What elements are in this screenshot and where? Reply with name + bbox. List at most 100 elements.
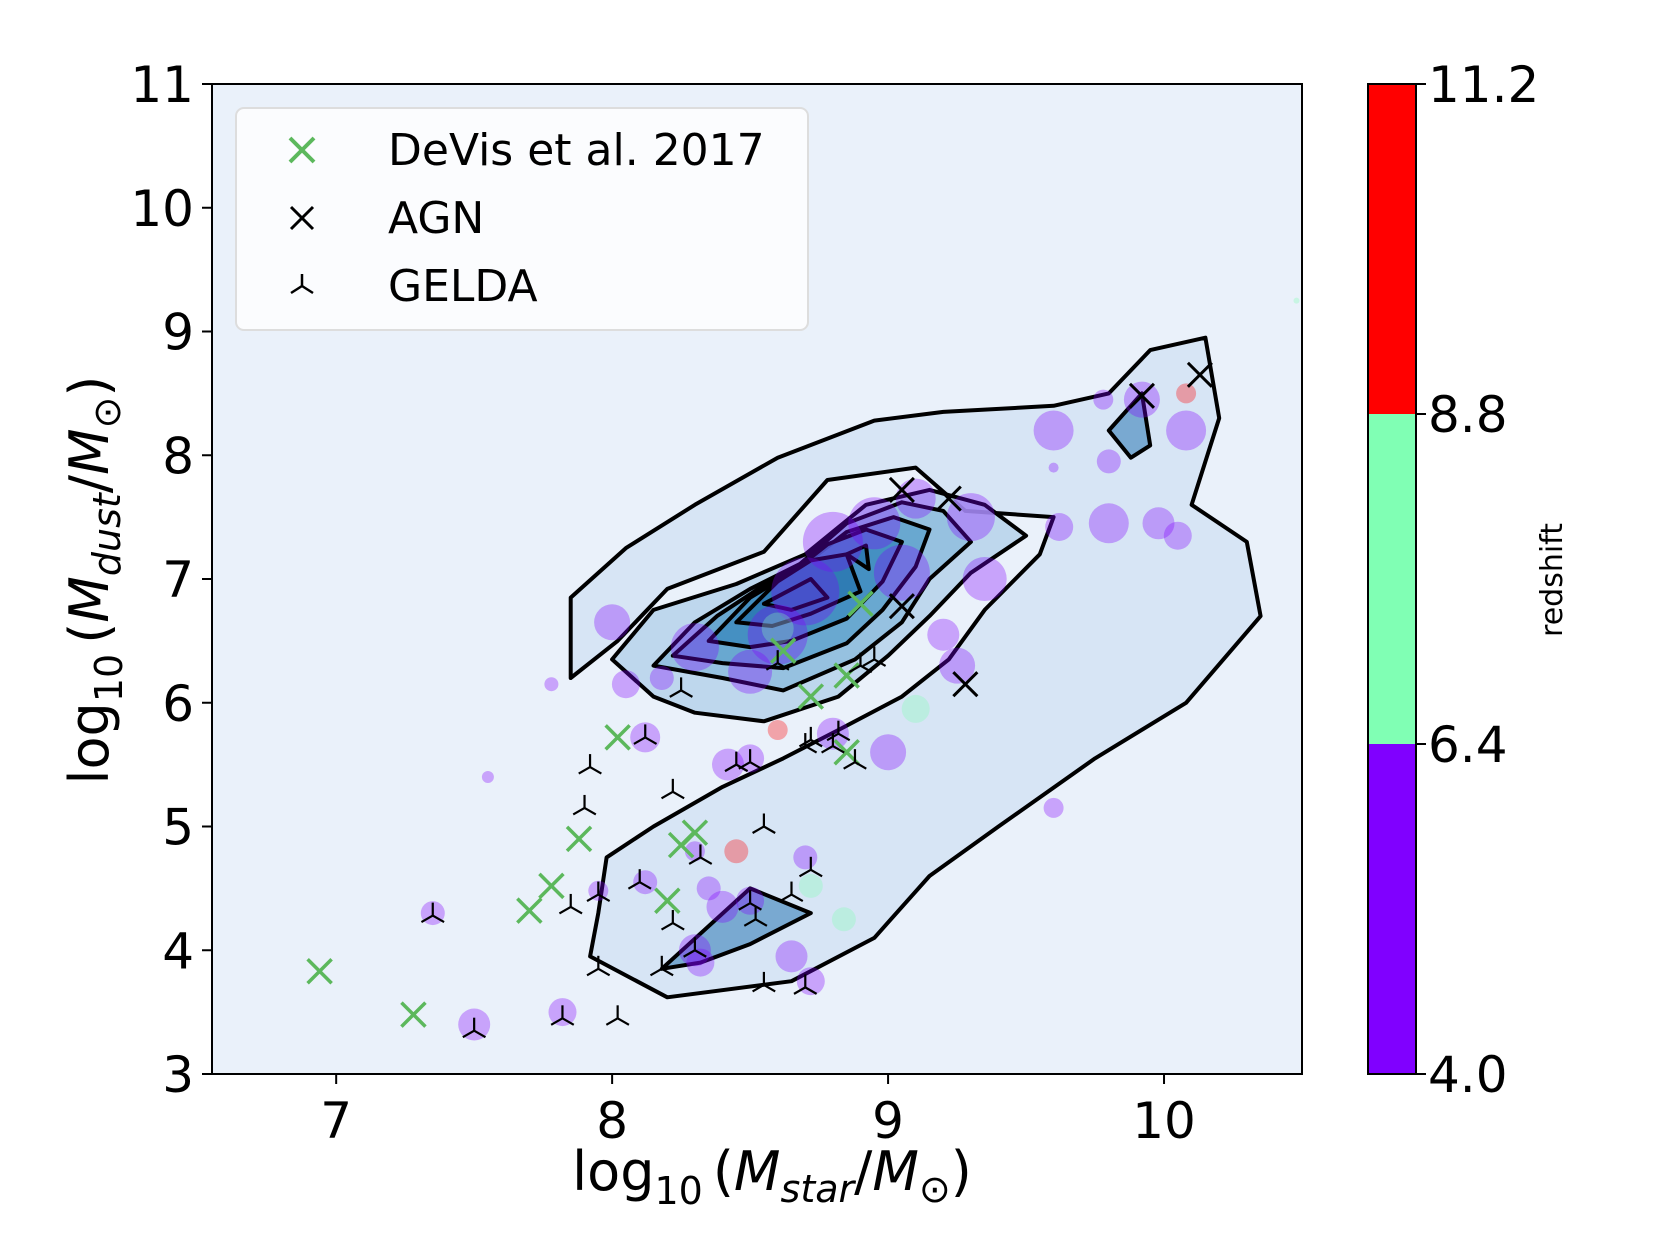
redshift-bubble-point xyxy=(1176,383,1197,404)
redshift-bubble-point xyxy=(1093,389,1114,410)
redshift-bubble-point xyxy=(802,511,863,572)
redshift-bubble-point xyxy=(901,694,930,723)
redshift-bubble-point xyxy=(686,948,715,977)
agn-point xyxy=(888,476,915,503)
redshift-bubble-point xyxy=(706,890,739,923)
redshift-bubble-point xyxy=(633,870,658,895)
redshift-bubble-point xyxy=(1293,297,1300,304)
legend: DeVis et al. 2017 AGN GELDA xyxy=(235,107,809,331)
legend-marker-devis xyxy=(288,136,316,164)
legend-box xyxy=(235,107,809,331)
gelda-point xyxy=(627,869,652,890)
devis-point xyxy=(516,897,543,924)
redshift-bubble-point xyxy=(831,907,856,932)
redshift-bubble-point xyxy=(775,940,808,973)
redshift-bubble-point xyxy=(1045,513,1074,541)
colorbar-bin xyxy=(1368,414,1416,744)
y-tick-label: 8 xyxy=(162,427,194,485)
contour-level-6 xyxy=(761,577,830,612)
redshift-bubble-point xyxy=(793,845,818,870)
gelda-point xyxy=(462,1017,487,1039)
gelda-point xyxy=(752,971,776,993)
redshift-bubble-point xyxy=(1096,449,1121,474)
gelda-point xyxy=(660,778,685,800)
redshift-bubble-point xyxy=(611,670,640,699)
contour-level-7 xyxy=(844,543,871,572)
redshift-bubble-point xyxy=(481,771,494,783)
gelda-point xyxy=(660,910,685,931)
x-axis-label: log10 (Mstar/M⊙) xyxy=(572,1140,972,1213)
y-tick-label: 7 xyxy=(162,551,194,609)
agn-point xyxy=(952,671,979,698)
gelda-point xyxy=(779,881,804,903)
gelda-point xyxy=(821,733,845,754)
legend-marker-gelda xyxy=(290,274,314,295)
redshift-bubble-point xyxy=(1166,410,1207,451)
y-tick-label: 9 xyxy=(162,304,194,362)
agn-point xyxy=(1186,361,1213,388)
contour-level-8 xyxy=(659,886,813,971)
colorbar-bin xyxy=(1368,84,1416,414)
x-tick-label: 8 xyxy=(596,1092,628,1150)
redshift-bubble-point xyxy=(848,497,901,550)
gelda-point xyxy=(848,652,873,674)
redshift-bubble-point xyxy=(1048,462,1059,473)
redshift-bubble-point xyxy=(761,612,794,645)
agn-point xyxy=(888,593,915,620)
y-tick-label: 6 xyxy=(162,675,194,733)
gelda-point xyxy=(738,749,762,770)
colorbar-frame xyxy=(1367,83,1417,1075)
y-tick-label: 5 xyxy=(162,799,194,857)
x-tick-label: 7 xyxy=(320,1092,352,1150)
redshift-bubble-point xyxy=(798,873,823,898)
redshift-bubble-point xyxy=(1043,797,1064,818)
agn-point xyxy=(935,485,962,512)
gelda-point xyxy=(688,844,713,865)
redshift-bubble-point xyxy=(870,734,907,771)
contour-level-0 xyxy=(568,335,1263,1000)
gelda-point xyxy=(862,646,887,667)
devis-point xyxy=(654,887,681,914)
gelda-point xyxy=(558,893,583,915)
gelda-point xyxy=(572,794,597,816)
redshift-bubble-point xyxy=(1033,410,1074,451)
colorbar-bin xyxy=(1368,744,1416,1074)
devis-point xyxy=(565,825,593,853)
redshift-bubble-point xyxy=(873,544,930,601)
redshift-bubble-point xyxy=(946,493,995,542)
gelda-point xyxy=(633,724,658,745)
devis-point xyxy=(797,683,825,710)
y-tick-label: 4 xyxy=(162,922,194,980)
colorbar-tick-label: 8.8 xyxy=(1428,386,1508,444)
y-tick-label: 11 xyxy=(130,56,194,114)
devis-point xyxy=(538,872,565,900)
y-axis-label: log10(Mdust/M⊙) xyxy=(58,376,131,785)
redshift-bubble-point xyxy=(728,649,773,694)
gelda-point xyxy=(605,1005,630,1026)
redshift-bubble-point xyxy=(649,666,674,690)
redshift-bubble-point xyxy=(895,478,936,519)
colorbar-tick-label: 11.2 xyxy=(1428,56,1539,114)
colorbar-tick-label: 4.0 xyxy=(1428,1046,1508,1104)
redshift-bubble-point xyxy=(724,839,749,864)
agn-point xyxy=(1128,382,1156,409)
axis-layer: 7 8 9 10 3 4 5 6 7 8 9 10 11 xyxy=(130,56,1195,1150)
gelda-point xyxy=(586,955,611,977)
gelda-point xyxy=(743,906,768,927)
gelda-point xyxy=(550,1005,575,1026)
devis-point xyxy=(306,958,333,985)
y-tick-label: 10 xyxy=(130,180,194,238)
gelda-point xyxy=(843,749,867,770)
redshift-bubble-point xyxy=(594,604,631,641)
bubble-layer xyxy=(420,297,1300,1041)
gelda-point xyxy=(669,677,693,698)
gelda-point xyxy=(798,726,823,748)
redshift-bubble-point xyxy=(1088,503,1129,544)
devis-point xyxy=(769,637,797,665)
gelda-point xyxy=(752,813,776,834)
gelda-point xyxy=(649,955,674,977)
devis-point xyxy=(400,1001,427,1028)
redshift-bubble-point xyxy=(1123,381,1160,418)
gelda-point xyxy=(798,856,823,878)
